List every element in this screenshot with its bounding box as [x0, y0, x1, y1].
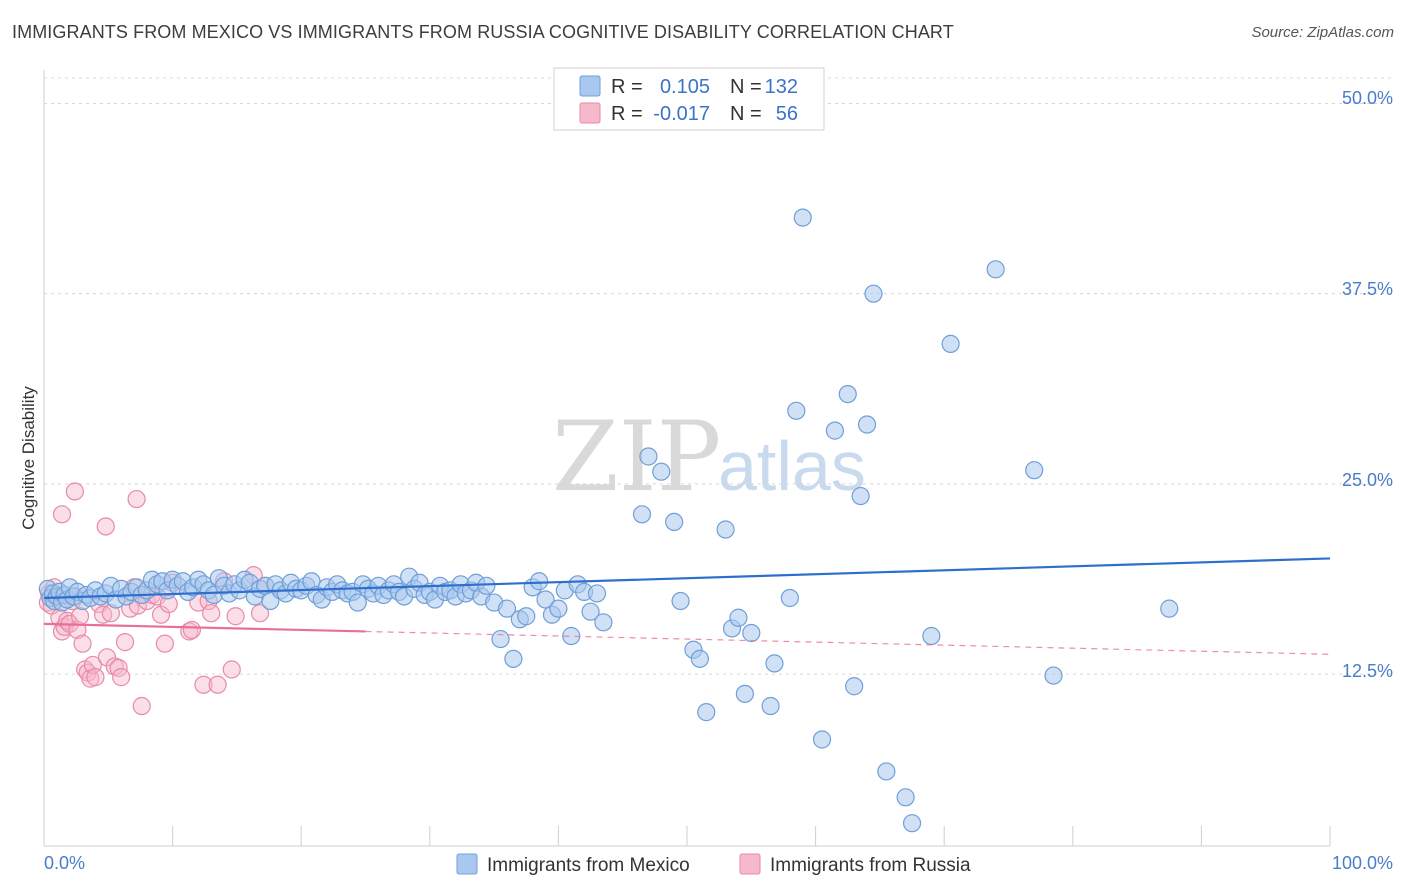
watermark: ZIP atlas: [552, 401, 866, 513]
legend-r-label: R =: [611, 103, 643, 125]
russia-point: [182, 620, 201, 640]
legend-r-value-mexico: 0.105: [660, 76, 710, 98]
x-tick-label-right: 100.0%: [1332, 853, 1393, 873]
stats-legend: R = 0.105 N = 132 R = -0.017 N = 56: [553, 67, 825, 131]
y-tick-label: 37.5%: [1342, 279, 1393, 299]
russia-point: [132, 696, 151, 716]
mexico-point: [941, 334, 960, 353]
mexico-point: [632, 505, 652, 524]
russia-trend-extension: [365, 630, 1331, 655]
mexico-point: [530, 572, 549, 591]
mexico-point: [491, 629, 510, 649]
russia-point: [202, 604, 221, 623]
legend-r-label: R =: [611, 76, 643, 98]
y-axis-label: Cognitive Disability: [19, 386, 38, 530]
mexico-point: [594, 613, 613, 632]
mexico-point: [986, 260, 1005, 279]
russia-point: [112, 668, 131, 687]
mexico-point: [1160, 599, 1179, 618]
mexico-legend-label: Immigrants from Mexico: [487, 855, 690, 876]
legend-r-value-russia: -0.017: [653, 103, 710, 125]
mexico-point: [742, 623, 761, 643]
y-tick-label: 50.0%: [1342, 88, 1393, 108]
mexico-point: [497, 599, 517, 618]
russia-point: [70, 607, 90, 626]
mexico-point: [825, 421, 844, 440]
mexico-trend-line: [43, 557, 1331, 600]
mexico-point: [536, 590, 555, 609]
russia-trend-line: [43, 622, 366, 633]
legend-n-value-mexico: 132: [765, 76, 798, 98]
mexico-point: [716, 520, 735, 539]
x-tick-label-left: 0.0%: [44, 853, 85, 873]
mexico-point: [581, 602, 600, 621]
mexico-legend-swatch: [456, 853, 478, 875]
mexico-point: [1044, 666, 1063, 685]
russia-legend-label: Immigrants from Russia: [770, 855, 971, 876]
watermark-zip: ZIP: [552, 401, 721, 513]
mexico-swatch: [579, 75, 601, 97]
mexico-point: [812, 730, 832, 749]
mexico-point: [729, 608, 748, 627]
mexico-point: [690, 649, 709, 668]
russia-point: [97, 648, 117, 667]
mexico-point: [857, 415, 877, 434]
mexico-point: [587, 584, 607, 603]
legend-n-value-russia: 56: [776, 103, 798, 125]
russia-point: [96, 517, 115, 536]
y-tick-label: 25.0%: [1342, 470, 1393, 490]
russia-swatch: [579, 102, 601, 124]
mexico-series: [38, 208, 1179, 833]
mexico-point: [697, 703, 716, 722]
mexico-point: [902, 814, 922, 833]
mexico-point: [845, 677, 864, 696]
mexico-point: [639, 447, 658, 466]
mexico-point: [864, 284, 883, 303]
mexico-point: [735, 684, 754, 703]
legend-n-label: N =: [730, 103, 762, 125]
mexico-point: [780, 588, 799, 608]
mexico-point: [671, 591, 690, 611]
russia-point: [65, 482, 84, 501]
russia-point: [73, 634, 92, 653]
russia-point: [226, 607, 245, 626]
russia-point: [155, 634, 174, 653]
chart-title: IMMIGRANTS FROM MEXICO VS IMMIGRANTS FRO…: [12, 22, 954, 42]
russia-point: [208, 675, 227, 694]
mexico-point: [793, 208, 812, 227]
mexico-point: [549, 599, 568, 618]
mexico-point: [504, 649, 523, 668]
mexico-point: [652, 462, 671, 481]
russia-point: [94, 605, 113, 624]
russia-point: [194, 675, 213, 694]
mexico-point: [477, 576, 496, 595]
mexico-point: [348, 593, 367, 612]
bottom-legend: Immigrants from Mexico Immigrants from R…: [456, 853, 971, 876]
mexico-point: [765, 654, 784, 673]
russia-point: [86, 668, 105, 687]
legend-n-label: N =: [730, 76, 762, 98]
russia-point: [52, 505, 72, 524]
trend-lines: [43, 557, 1331, 655]
mexico-point: [922, 626, 941, 646]
russia-legend-swatch: [739, 853, 761, 875]
mexico-point: [851, 486, 870, 506]
mexico-point: [877, 762, 896, 781]
russia-point: [127, 489, 146, 509]
russia-point: [115, 633, 135, 652]
watermark-atlas: atlas: [718, 427, 866, 505]
mexico-point: [665, 512, 684, 532]
mexico-point: [787, 401, 806, 420]
mexico-point: [896, 788, 915, 807]
source-credit: Source: ZipAtlas.com: [1251, 24, 1394, 41]
y-tick-label: 12.5%: [1342, 661, 1393, 681]
mexico-point: [1025, 461, 1044, 480]
russia-point: [222, 660, 241, 679]
russia-point: [250, 604, 270, 623]
mexico-point: [761, 696, 780, 716]
axes: [43, 70, 1331, 847]
mexico-point: [517, 607, 536, 626]
mexico-point: [838, 384, 857, 404]
